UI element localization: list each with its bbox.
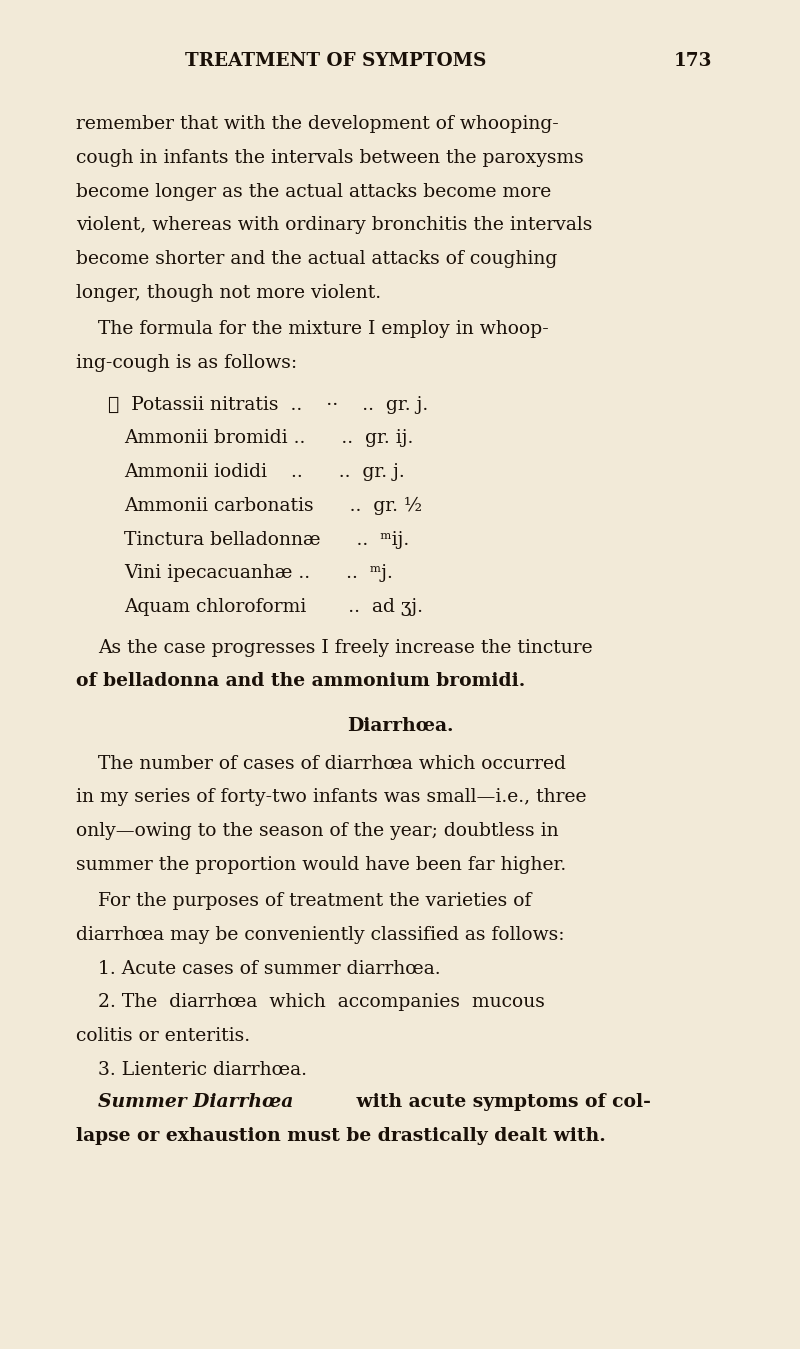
Text: Vini ipecacuanhæ ..      ..  ᵐj.: Vini ipecacuanhæ .. .. ᵐj.: [124, 564, 393, 583]
Text: Aquam chloroformi       ..  ad ʒj.: Aquam chloroformi .. ad ʒj.: [124, 598, 423, 616]
Text: Ammonii iodidi    ..      ..  gr. j.: Ammonii iodidi .. .. gr. j.: [124, 463, 405, 482]
Text: Ammonii bromidi ..      ..  gr. ij.: Ammonii bromidi .. .. gr. ij.: [124, 429, 414, 448]
Text: cough in infants the intervals between the paroxysms: cough in infants the intervals between t…: [76, 148, 584, 167]
Text: summer the proportion would have been far higher.: summer the proportion would have been fa…: [76, 855, 566, 874]
Text: in my series of forty-two infants was small—i.e., three: in my series of forty-two infants was sm…: [76, 788, 586, 807]
Text: The number of cases of diarrhœa which occurred: The number of cases of diarrhœa which oc…: [98, 754, 566, 773]
Text: The formula for the mixture I employ in whoop-: The formula for the mixture I employ in …: [98, 320, 549, 339]
Text: with acute symptoms of col-: with acute symptoms of col-: [350, 1093, 651, 1112]
Text: colitis or enteritis.: colitis or enteritis.: [76, 1027, 250, 1045]
Text: As the case progresses I freely increase the tincture: As the case progresses I freely increase…: [98, 638, 593, 657]
Text: longer, though not more violent.: longer, though not more violent.: [76, 283, 381, 302]
Text: Ammonii carbonatis      ..  gr. ½: Ammonii carbonatis .. gr. ½: [124, 496, 422, 515]
Text: Summer Diarrhœa: Summer Diarrhœa: [98, 1093, 294, 1112]
Text: For the purposes of treatment the varieties of: For the purposes of treatment the variet…: [98, 892, 532, 911]
Text: only—owing to the season of the year; doubtless in: only—owing to the season of the year; do…: [76, 822, 558, 840]
Text: become longer as the actual attacks become more: become longer as the actual attacks beco…: [76, 182, 551, 201]
Text: Diarrhœa.: Diarrhœa.: [346, 716, 454, 735]
Text: violent, whereas with ordinary bronchitis the intervals: violent, whereas with ordinary bronchiti…: [76, 216, 592, 235]
Text: ing-cough is as follows:: ing-cough is as follows:: [76, 353, 297, 372]
Text: 173: 173: [674, 51, 712, 70]
Text: 2. The  diarrhœa  which  accompanies  mucous: 2. The diarrhœa which accompanies mucous: [98, 993, 546, 1012]
Text: lapse or exhaustion must be drastically dealt with.: lapse or exhaustion must be drastically …: [76, 1126, 606, 1145]
Text: ℞  Potassii nitratis  ..    ··    ..  gr. j.: ℞ Potassii nitratis .. ·· .. gr. j.: [108, 395, 428, 414]
Text: 3. Lienteric diarrhœa.: 3. Lienteric diarrhœa.: [98, 1060, 307, 1079]
Text: diarrhœa may be conveniently classified as follows:: diarrhœa may be conveniently classified …: [76, 925, 565, 944]
Text: become shorter and the actual attacks of coughing: become shorter and the actual attacks of…: [76, 250, 558, 268]
Text: 1. Acute cases of summer diarrhœa.: 1. Acute cases of summer diarrhœa.: [98, 959, 441, 978]
Text: of belladonna and the ammonium bromidi.: of belladonna and the ammonium bromidi.: [76, 672, 526, 691]
Text: Tinctura belladonnæ      ..  ᵐij.: Tinctura belladonnæ .. ᵐij.: [124, 530, 410, 549]
Text: remember that with the development of whooping-: remember that with the development of wh…: [76, 115, 558, 134]
Text: TREATMENT OF SYMPTOMS: TREATMENT OF SYMPTOMS: [186, 51, 486, 70]
